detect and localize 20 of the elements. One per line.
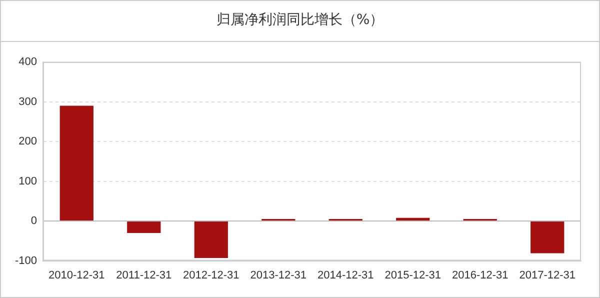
y-tick-label: 200 [18,136,38,148]
y-tick-label: 0 [30,215,38,228]
x-tick-label: 2010-12-31 [48,269,105,282]
x-tick-label: 2015-12-31 [384,269,442,282]
chart-title: 归属净利润同比增长（%） [1,1,599,42]
bar [194,222,228,258]
x-tick-label: 2014-12-31 [317,269,374,282]
bar [530,222,564,254]
y-tick-label: 400 [18,56,38,68]
bar [60,106,94,221]
x-tick-label: 2011-12-31 [116,269,172,282]
y-tick-label: -100 [14,254,38,267]
x-tick-label: 2016-12-31 [452,269,508,282]
y-tick-label: 100 [18,175,38,188]
x-tick-label: 2017-12-31 [519,269,576,282]
bar [396,218,430,221]
bar [127,222,161,233]
y-tick-label: 300 [18,96,38,108]
x-tick-label: 2012-12-31 [182,269,240,282]
x-tick-label: 2013-12-31 [250,269,307,282]
